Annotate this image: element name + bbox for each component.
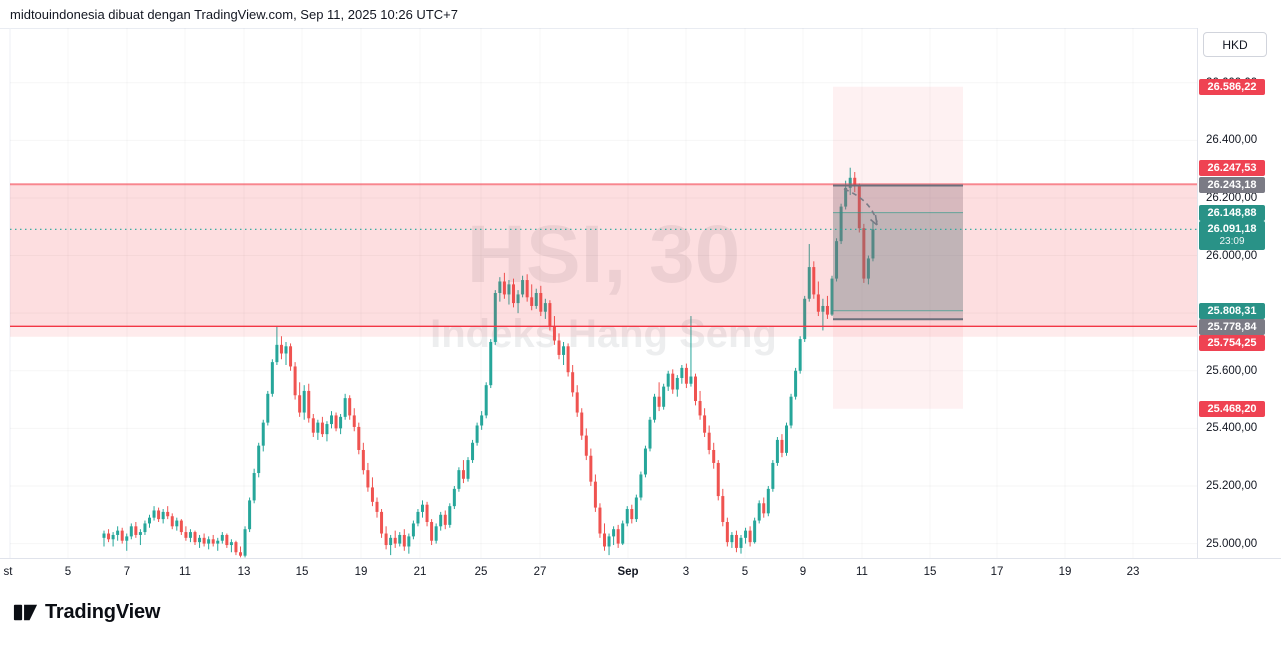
tradingview-logo-icon — [13, 604, 38, 621]
time-axis-label: st — [3, 566, 13, 578]
current-price-value: 26.091,18 — [1207, 223, 1257, 236]
time-axis-label: 19 — [354, 566, 368, 578]
currency-button[interactable]: HKD — [1203, 32, 1267, 57]
time-axis-label: 11 — [179, 566, 191, 578]
price-axis-label: 26.000,00 — [1206, 249, 1258, 262]
time-axis-label: 13 — [237, 566, 251, 578]
time-axis-label: 19 — [1058, 566, 1072, 578]
price-label-badge: 25.808,31 — [1199, 303, 1265, 319]
bar-countdown: 23:09 — [1219, 236, 1245, 248]
price-axis[interactable]: HKD 26.600,0026.400,0026.200,0026.000,00… — [1198, 28, 1281, 588]
arrow-head — [869, 214, 878, 226]
gray-box[interactable] — [833, 185, 963, 320]
pane-top-border — [0, 28, 1281, 29]
time-axis-label: 15 — [295, 566, 309, 578]
price-axis-label: 25.400,00 — [1206, 422, 1258, 435]
time-axis-label: 11 — [856, 566, 868, 578]
time-axis-label: 9 — [799, 566, 807, 578]
attribution-text: midtouindonesia dibuat dengan TradingVie… — [10, 7, 458, 22]
time-axis-label: 21 — [413, 566, 427, 578]
candles — [102, 167, 875, 558]
time-axis[interactable]: st 5 7 11 13 15 19 21 25 27 Sep 3 5 9 11 15 17 19 23 — [0, 558, 1281, 589]
teal-box[interactable] — [833, 212, 963, 311]
time-axis-label: 3 — [682, 566, 690, 578]
price-label-badge: 26.243,18 — [1199, 176, 1265, 193]
time-axis-label: 25 — [474, 566, 488, 578]
projection-rect[interactable] — [833, 86, 963, 409]
price-label-badge: 25.778,84 — [1199, 319, 1265, 335]
current-price-badge: 26.091,18 23:09 — [1199, 221, 1265, 251]
price-label-badge: 26.247,53 — [1199, 160, 1265, 176]
time-axis-label: 23 — [1126, 566, 1140, 578]
price-axis-label: 26.200,00 — [1206, 191, 1258, 204]
time-axis-label: 17 — [990, 566, 1004, 578]
time-axis-label: Sep — [617, 566, 639, 578]
price-axis-label: 25.000,00 — [1206, 537, 1258, 550]
time-axis-label: 7 — [123, 566, 131, 578]
time-axis-label: 27 — [533, 566, 547, 578]
price-label-badge: 26.148,88 — [1199, 204, 1265, 221]
tradingview-logo-text: TradingView — [45, 601, 161, 623]
price-label-badge: 26.586,22 — [1199, 79, 1265, 95]
price-axis-label: 26.400,00 — [1206, 134, 1258, 147]
pane-content — [10, 86, 1197, 558]
time-axis-label: 5 — [741, 566, 749, 578]
price-axis-label: 25.200,00 — [1206, 479, 1258, 492]
price-label-badge: 25.468,20 — [1199, 401, 1265, 417]
supply-band-core[interactable] — [10, 184, 1197, 327]
price-label-badge: 25.754,25 — [1199, 335, 1265, 351]
price-axis-label: 25.600,00 — [1206, 364, 1258, 377]
arrow-annotation[interactable] — [843, 188, 878, 223]
tradingview-logo[interactable]: TradingView — [12, 599, 160, 626]
time-axis-label: 5 — [64, 566, 72, 578]
time-axis-label: 15 — [923, 566, 937, 578]
supply-band[interactable] — [10, 184, 1197, 337]
price-axis-border — [1197, 28, 1198, 588]
